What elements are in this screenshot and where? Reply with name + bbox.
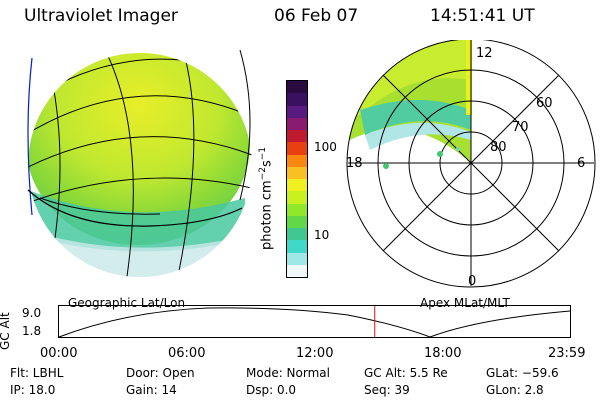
- glon-info: GLon: 2.8: [486, 383, 544, 397]
- colorbar-tick-10: 10: [314, 228, 330, 242]
- geographic-title: Geographic Lat/Lon: [68, 296, 186, 310]
- colorbar-swatch: [287, 142, 307, 155]
- colorbar-swatch: [287, 93, 307, 106]
- filter-info: Flt: LBHL: [10, 366, 64, 380]
- colorbar-swatch: [287, 166, 307, 179]
- time-tick-3: 18:00: [424, 346, 462, 361]
- polar-plot: [346, 40, 596, 288]
- door-info: Door: Open: [126, 366, 195, 380]
- colorbar: [286, 80, 308, 278]
- colorbar-swatch: [287, 264, 307, 277]
- gc-alt-ylabel: GC Alt: [0, 312, 12, 350]
- apex-title: Apex MLat/MLT: [420, 296, 510, 310]
- colorbar-swatch: [287, 81, 307, 94]
- seq-info: Seq: 39: [364, 383, 410, 397]
- dsp-info: Dsp: 0.0: [246, 383, 297, 397]
- mode-info: Mode: Normal: [246, 366, 330, 380]
- glat-info: GLat: −59.6: [486, 366, 559, 380]
- colorbar-swatch: [287, 215, 307, 228]
- colorbar-swatch: [287, 228, 307, 241]
- mlat-label-70: 70: [512, 120, 529, 135]
- time-tick-4: 23:59: [548, 346, 586, 361]
- colorbar-swatch: [287, 179, 307, 192]
- mlat-label-80: 80: [490, 140, 507, 155]
- colorbar-tick-100: 100: [314, 140, 337, 154]
- mlat-label-60: 60: [536, 96, 553, 111]
- ip-info: IP: 18.0: [10, 383, 56, 397]
- gc-alt-ytick-min: 1.8: [22, 324, 42, 338]
- time-label: 14:51:41 UT: [430, 6, 535, 26]
- colorbar-swatch: [287, 117, 307, 130]
- gc-alt-ytick-max: 9.0: [22, 306, 42, 320]
- mlt-label-12: 12: [476, 46, 493, 61]
- colorbar-swatch: [287, 130, 307, 143]
- colorbar-swatch: [287, 252, 307, 265]
- time-tick-1: 06:00: [168, 346, 206, 361]
- gc-alt-plot: [58, 305, 571, 338]
- colorbar-unit-label: photon cm−2s−1: [258, 146, 275, 250]
- time-tick-2: 12:00: [296, 346, 334, 361]
- mlt-label-0: 0: [468, 274, 477, 289]
- colorbar-swatch: [287, 154, 307, 167]
- colorbar-swatch: [287, 191, 307, 204]
- date-label: 06 Feb 07: [274, 6, 359, 26]
- gain-info: Gain: 14: [126, 383, 177, 397]
- colorbar-swatch: [287, 105, 307, 118]
- gc-alt-info: GC Alt: 5.5 Re: [364, 366, 448, 380]
- mlt-label-18: 18: [346, 156, 363, 171]
- mlt-label-6: 6: [577, 156, 586, 171]
- instrument-title: Ultraviolet Imager: [24, 6, 178, 26]
- time-tick-0: 00:00: [40, 346, 78, 361]
- geographic-image: [27, 49, 252, 277]
- colorbar-swatch: [287, 240, 307, 253]
- colorbar-swatch: [287, 203, 307, 216]
